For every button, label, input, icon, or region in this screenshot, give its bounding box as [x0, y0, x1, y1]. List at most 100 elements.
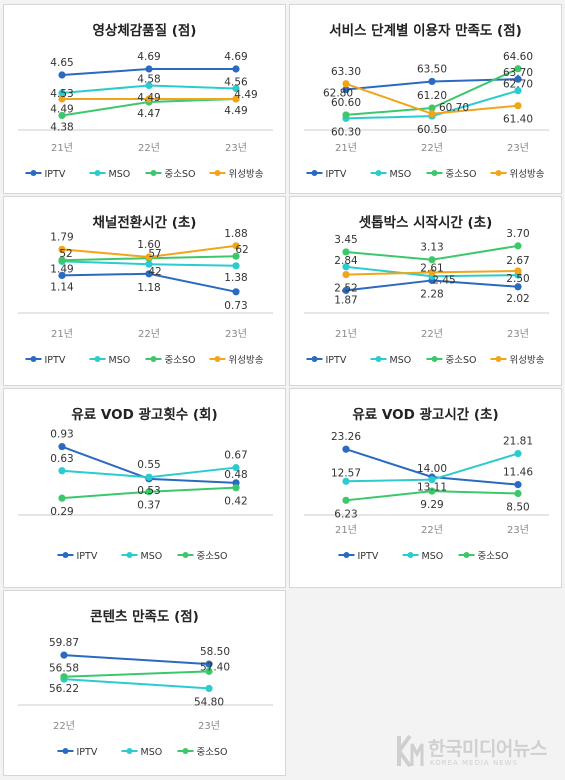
x-tick-label: 23년	[198, 720, 220, 732]
data-label: 4.47	[137, 108, 160, 120]
data-label: 4.38	[50, 122, 73, 134]
data-point	[205, 660, 213, 668]
data-label: 52	[59, 248, 72, 260]
data-label: 60.70	[439, 102, 469, 114]
legend-swatch-dot	[150, 356, 157, 362]
data-label: 62	[235, 244, 248, 256]
data-point	[145, 488, 153, 496]
x-tick-label: 21년	[335, 328, 357, 340]
legend-label: 위성방송	[510, 354, 545, 366]
data-point	[232, 463, 240, 472]
data-point	[428, 487, 436, 495]
data-label: 59.87	[49, 637, 79, 649]
chart-title: 영상체감품질 (점)	[92, 23, 197, 39]
chart-svg: 21년 22년 23년 3.45 2.84 2.521.87 3.13 2.612.45 2.2…	[304, 228, 549, 366]
x-tick-label: 22년	[138, 142, 160, 154]
legend-label: 중소SO	[197, 551, 228, 562]
x-tick-label: 21년	[335, 142, 357, 154]
data-point	[514, 481, 522, 489]
data-point	[342, 286, 350, 295]
data-point	[145, 260, 153, 268]
legend-swatch-dot	[214, 170, 221, 176]
data-point	[145, 270, 153, 278]
data-point	[58, 95, 66, 103]
x-tick-label: 21년	[335, 524, 357, 536]
data-label: 8.50	[506, 502, 529, 514]
data-label: 61.40	[503, 114, 533, 126]
data-label: 4.65	[50, 57, 73, 69]
x-tick-label: 22년	[53, 720, 75, 732]
data-point	[514, 87, 522, 95]
legend-label: MSO	[141, 747, 163, 758]
legend-swatch-dot	[182, 552, 189, 558]
data-label: 0.29	[50, 506, 73, 518]
legend-label: MSO	[141, 551, 163, 562]
data-point	[514, 283, 522, 291]
data-label: 4.49	[224, 105, 247, 117]
chart-svg: 21년 22년 23년 23.26 12.57 6.23 14.00 13.11 9.29 21.…	[304, 431, 549, 562]
data-label: 4.56	[224, 77, 248, 89]
series-line	[63, 654, 210, 666]
data-label: 13.11	[417, 482, 447, 494]
data-point	[342, 263, 350, 271]
chart-svg: 22년 23년 59.87 56.58 56.22 58.50 57.40 54.80 IPTV…	[18, 637, 273, 758]
watermark-logo: 한국미디어뉴스 KOREA MEDIA NEWS	[392, 728, 562, 774]
x-tick-label: 22년	[421, 142, 443, 154]
x-tick-label: 23년	[225, 142, 247, 154]
data-label: 4.49	[137, 92, 160, 104]
data-label: 0.55	[137, 459, 160, 471]
legend-swatch-dot	[30, 356, 37, 362]
data-point	[232, 65, 240, 73]
chart-panel: 유료 VOD 광고시간 (초) 21년 22년 23년 23.26 12.57 6.23 14…	[289, 388, 562, 588]
data-point	[232, 84, 240, 93]
data-point	[232, 95, 240, 103]
legend-swatch-dot	[495, 170, 502, 176]
data-point	[60, 651, 68, 659]
legend-swatch-dot	[126, 552, 133, 558]
x-tick-label: 22년	[421, 524, 443, 536]
legend-label: IPTV	[77, 747, 98, 758]
data-label: 1.18	[137, 282, 160, 294]
chart-title: 유료 VOD 광고시간 (초)	[352, 407, 499, 423]
data-point	[342, 248, 350, 256]
chart-panel: 영상체감품질 (점) 21년 22년 23년 4.65 4.69 4.69 4.53 4.58 4…	[3, 4, 286, 194]
data-point	[428, 476, 436, 484]
legend-swatch-dot	[94, 356, 101, 362]
data-label: 2.28	[420, 288, 443, 300]
legend-label: 중소SO	[478, 551, 509, 562]
legend-label: 중소SO	[165, 169, 196, 180]
data-label: 57.40	[200, 661, 230, 673]
chart-panel: 채널전환시간 (초) 21년 22년 23년 1.79 52 1.49 1.14 1.60 57 4…	[3, 196, 286, 386]
legend-label: IPTV	[45, 169, 66, 180]
data-label: 57	[148, 248, 161, 260]
data-label: 14.00	[417, 463, 447, 475]
km-logo-icon	[397, 734, 424, 768]
x-tick-label: 22년	[421, 328, 443, 340]
data-label: 1.88	[224, 228, 247, 240]
data-label: 60.50	[417, 124, 447, 136]
chart-title: 유료 VOD 광고횟수 (회)	[71, 407, 218, 423]
data-point	[342, 111, 350, 119]
data-label: 4.58	[137, 74, 160, 86]
data-label: 0.73	[224, 300, 247, 312]
chart-title: 셋톱박스 시작시간 (초)	[358, 215, 493, 231]
data-point	[232, 262, 240, 270]
data-label: 56.22	[49, 683, 79, 695]
data-point	[514, 489, 522, 498]
chart-title: 서비스 단계별 이용자 만족도 (점)	[329, 23, 522, 39]
legend-swatch-dot	[150, 170, 157, 176]
data-label: 1.87	[334, 294, 357, 306]
legend-swatch-dot	[431, 356, 438, 362]
data-label: 2.84	[334, 255, 358, 267]
data-label: 23.26	[331, 431, 361, 443]
data-point	[58, 111, 66, 120]
data-point	[342, 496, 350, 504]
chart-svg: 21년 22년 23년63.3062.8060.6060.3063.5061.206…	[304, 51, 549, 180]
series-line	[63, 670, 210, 678]
legend-label: IPTV	[77, 551, 98, 562]
data-point	[342, 80, 350, 88]
data-label: 2.50	[506, 273, 529, 285]
legend-label: MSO	[422, 551, 444, 562]
legend-swatch-dot	[30, 170, 37, 176]
data-point	[145, 253, 153, 261]
